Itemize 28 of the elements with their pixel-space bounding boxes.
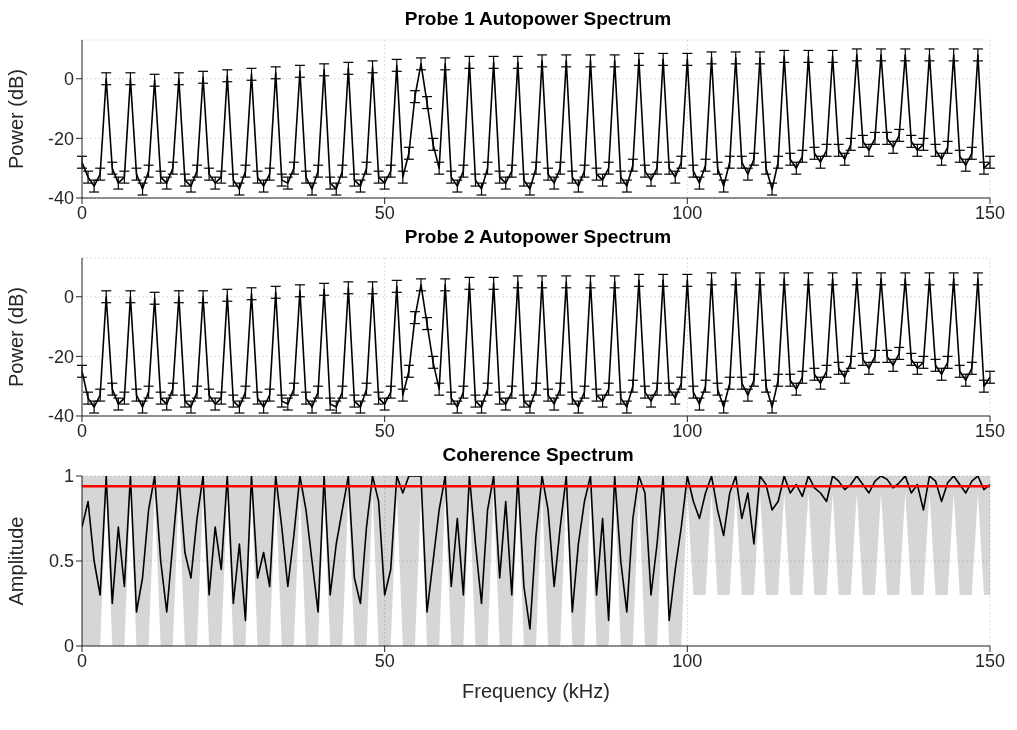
x-tick-label: 50 xyxy=(374,650,395,671)
y-tick-label: -20 xyxy=(47,346,74,367)
y-axis-title: Amplitude xyxy=(5,516,28,606)
chart-title: Probe 2 Autopower Spectrum xyxy=(403,226,673,248)
x-tick-label: 50 xyxy=(374,420,395,441)
x-tick-label: 100 xyxy=(672,650,703,671)
x-tick-label: 150 xyxy=(974,650,1006,671)
x-tick-label: 100 xyxy=(672,420,703,441)
chart-title: Coherence Spectrum xyxy=(441,444,635,466)
x-axis-title: Frequency (kHz) xyxy=(462,680,610,702)
y-axis-title: Power (dB) xyxy=(5,68,28,170)
y-tick-label: 0 xyxy=(63,69,74,90)
x-tick-label: 150 xyxy=(974,202,1006,223)
y-tick-label: 0 xyxy=(63,287,74,308)
y-tick-label: -40 xyxy=(47,406,74,427)
x-tick-label: 50 xyxy=(374,202,395,223)
x-tick-label: 150 xyxy=(974,420,1006,441)
y-tick-label: -40 xyxy=(47,188,74,209)
y-tick-label: -20 xyxy=(47,128,74,149)
y-tick-label: 0.5 xyxy=(48,551,74,572)
x-tick-label: 0 xyxy=(76,650,88,671)
chart-title: Probe 1 Autopower Spectrum xyxy=(403,8,673,30)
y-tick-label: 0 xyxy=(63,636,74,657)
x-tick-label: 0 xyxy=(76,202,88,223)
y-tick-label: 1 xyxy=(63,466,74,487)
x-tick-label: 0 xyxy=(76,420,88,441)
x-tick-label: 100 xyxy=(672,202,703,223)
y-axis-title: Power (dB) xyxy=(5,286,28,388)
